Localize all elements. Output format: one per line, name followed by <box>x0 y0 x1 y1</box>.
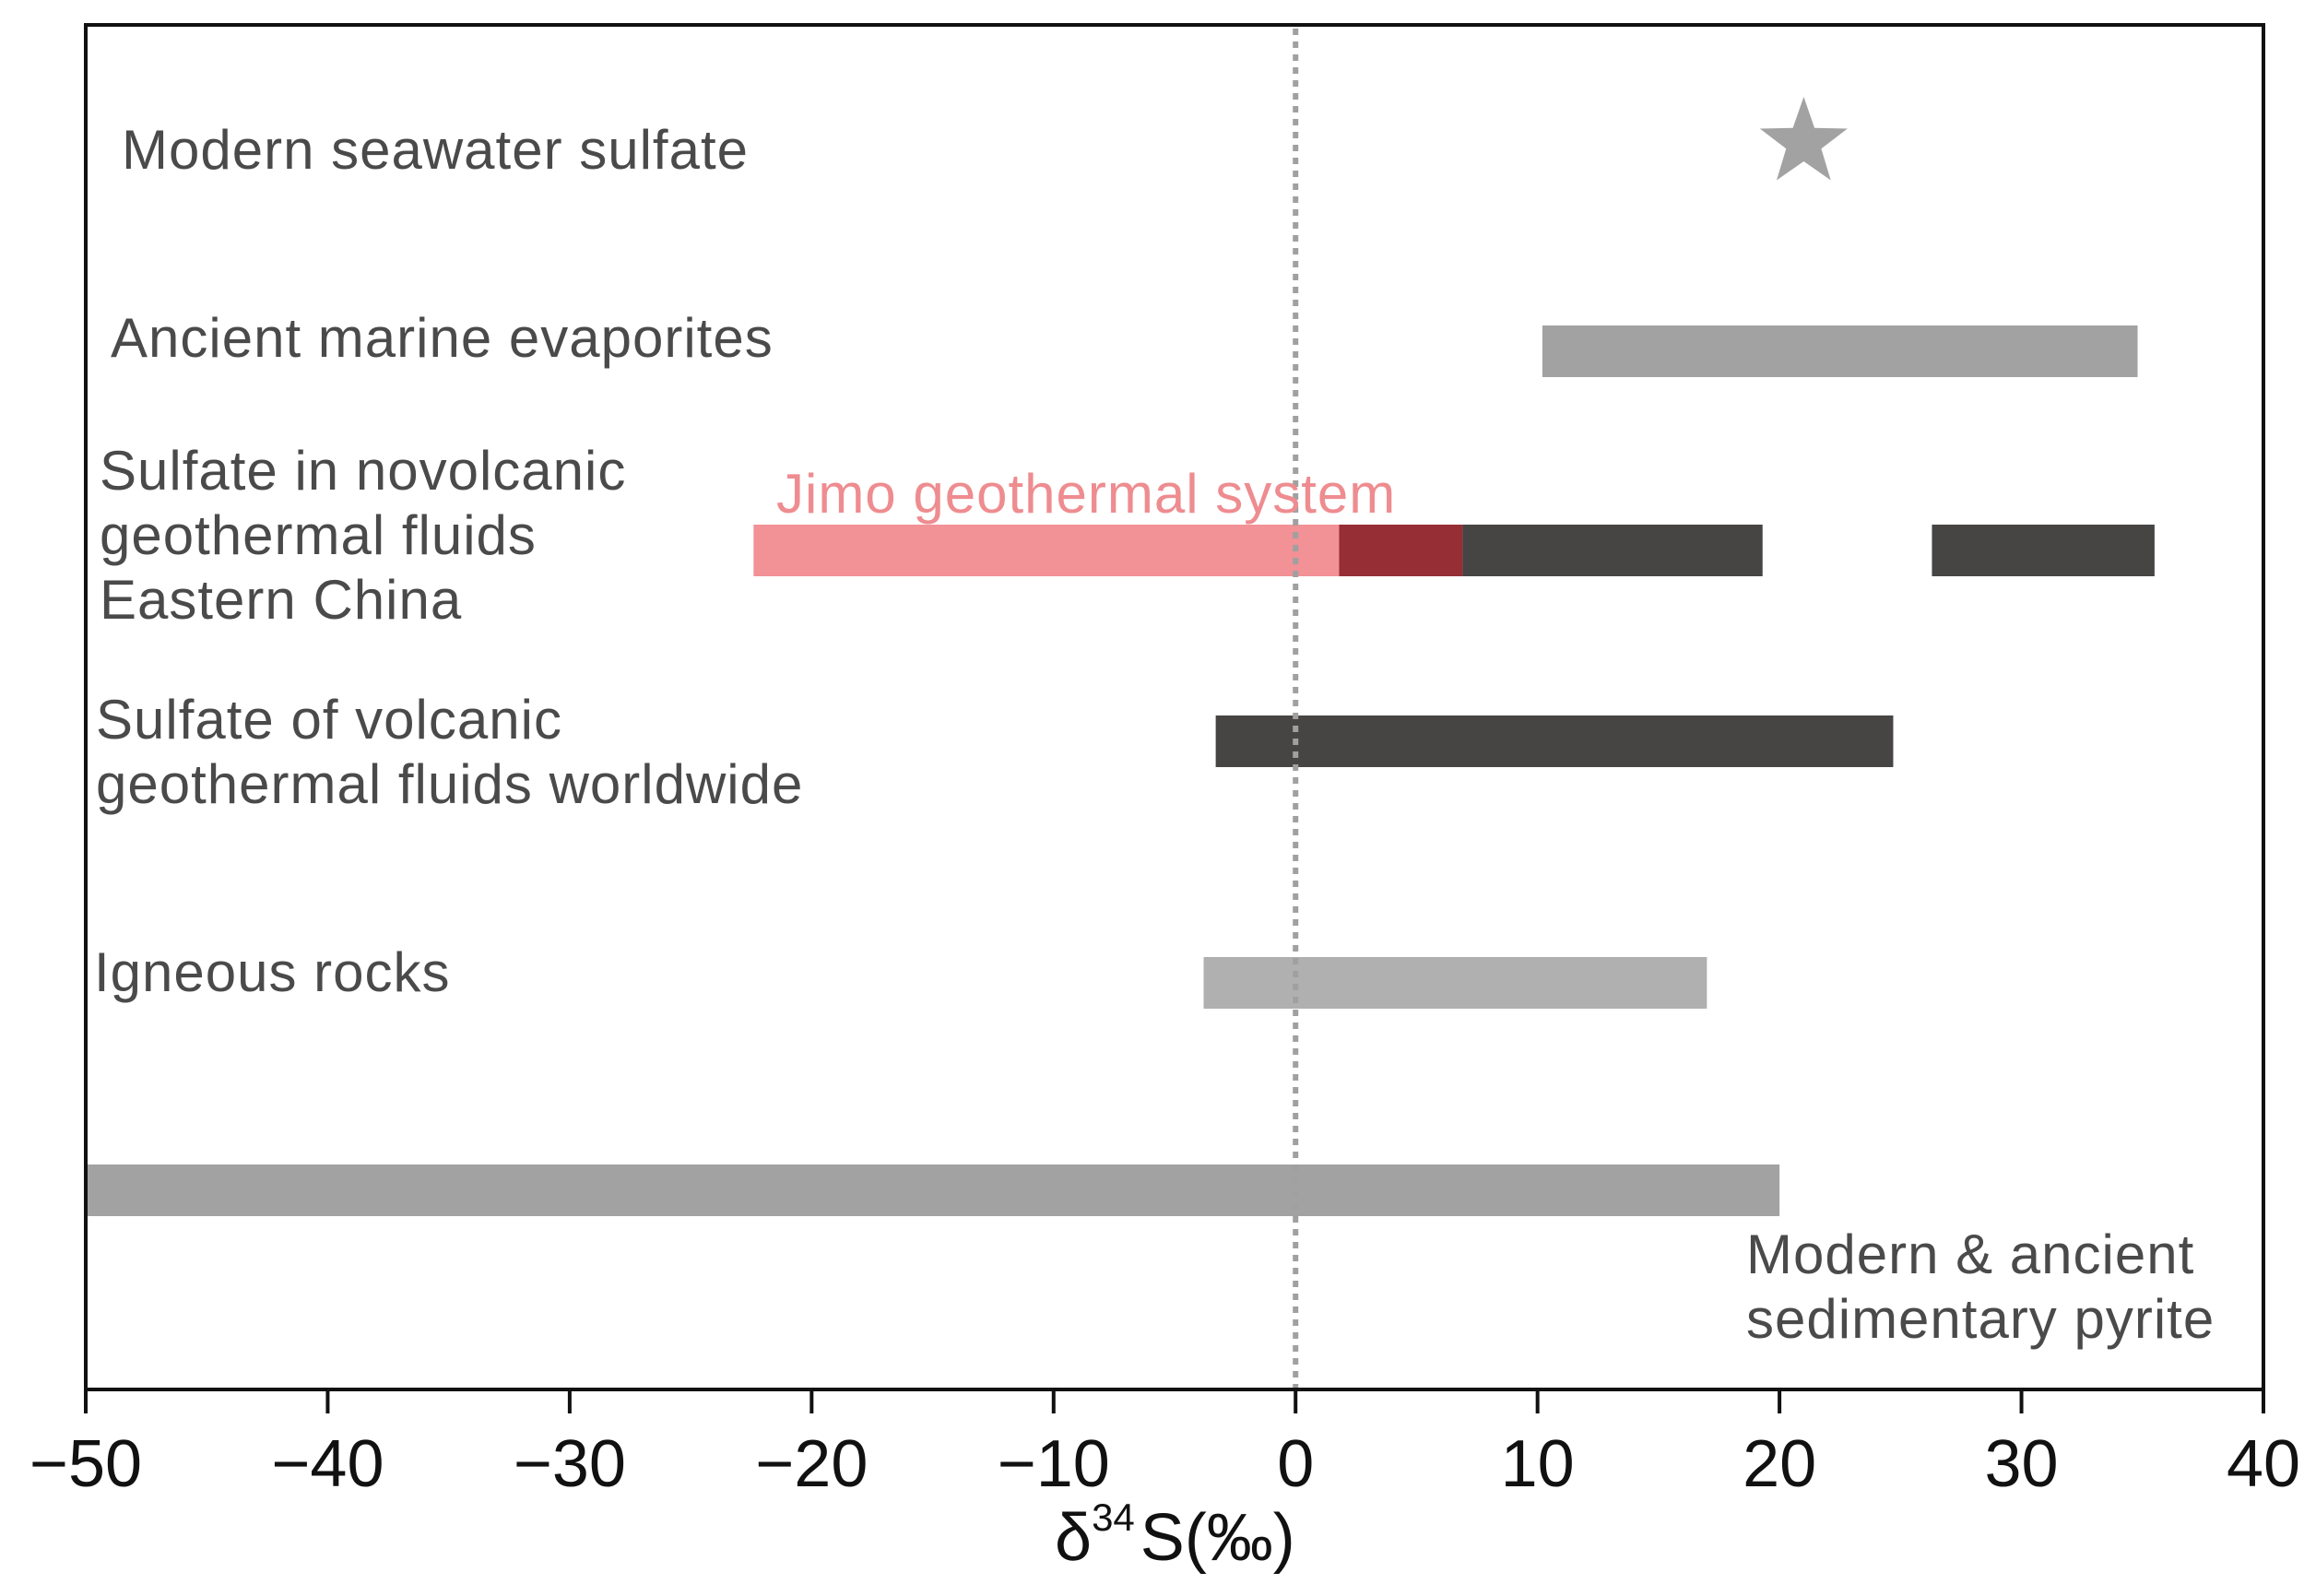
x-axis-title-prefix: δ <box>1055 1501 1092 1575</box>
bar-evaporites-0 <box>1542 325 2138 377</box>
x-axis-title-suffix: S(‰) <box>1140 1501 1295 1575</box>
label-evaporites-line-0: Ancient marine evaporites <box>111 307 774 369</box>
label-pyrite-line-1: sedimentary pyrite <box>1746 1288 2215 1350</box>
x-tick-label-6: 10 <box>1501 1427 1575 1501</box>
x-tick-label-8: 30 <box>1985 1427 2059 1501</box>
label-volcanic-line-1: geothermal fluids worldwide <box>96 753 803 815</box>
label-igneous-line-0: Igneous rocks <box>94 941 451 1003</box>
bar-volcanic-3 <box>1215 715 1894 767</box>
x-tick-label-3: −20 <box>755 1427 868 1501</box>
x-axis-title-sup: 34 <box>1092 1496 1135 1539</box>
label-pyrite: Modern & ancient sedimentary pyrite <box>1746 1224 2215 1350</box>
x-tick-label-0: −50 <box>30 1427 142 1501</box>
plot-frame <box>84 23 2265 1391</box>
x-axis-title: δ34S(‰) <box>1055 1496 1295 1575</box>
star-marker-seawater <box>1759 97 1848 181</box>
label-volcanic: Sulfate of volcanic geothermal fluids wo… <box>96 689 803 815</box>
label-igneous: Igneous rocks <box>94 941 451 1003</box>
x-tick-label-2: −30 <box>514 1427 626 1501</box>
bar-igneous-4 <box>1203 957 1707 1009</box>
label-seawater-line-0: Modern seawater sulfate <box>122 119 749 181</box>
x-axis-ticks: −50 −40 −30 −20 −10 0 10 20 30 40 <box>30 1389 2300 1501</box>
x-tick-label-7: 20 <box>1743 1427 1816 1501</box>
bar-pyrite-5 <box>86 1164 1780 1216</box>
label-nonvolcanic: Sulfate in novolcanic geothermal fluids … <box>100 440 643 631</box>
label-nonvolcanic-line-2: Eastern China <box>100 569 462 631</box>
label-volcanic-line-0: Sulfate of volcanic <box>96 689 562 751</box>
point-markers <box>1759 97 1848 181</box>
x-tick-label-9: 40 <box>2227 1427 2300 1501</box>
label-seawater: Modern seawater sulfate <box>122 119 749 181</box>
x-tick-label-1: −40 <box>271 1427 384 1501</box>
range-bars <box>86 325 2155 1216</box>
bar-nonvolcanic-2 <box>1932 525 2155 576</box>
label-pyrite-line-0: Modern & ancient <box>1746 1224 2194 1285</box>
bar-jimo-overlap <box>1339 525 1463 576</box>
x-tick-label-4: −10 <box>998 1427 1110 1501</box>
label-nonvolcanic-line-0: Sulfate in novolcanic <box>100 440 626 502</box>
annotation-jimo: Jimo geothermal system <box>776 463 1396 525</box>
x-tick-label-5: 0 <box>1277 1427 1314 1501</box>
label-evaporites: Ancient marine evaporites <box>111 307 774 369</box>
label-nonvolcanic-line-1: geothermal fluids <box>100 504 537 566</box>
